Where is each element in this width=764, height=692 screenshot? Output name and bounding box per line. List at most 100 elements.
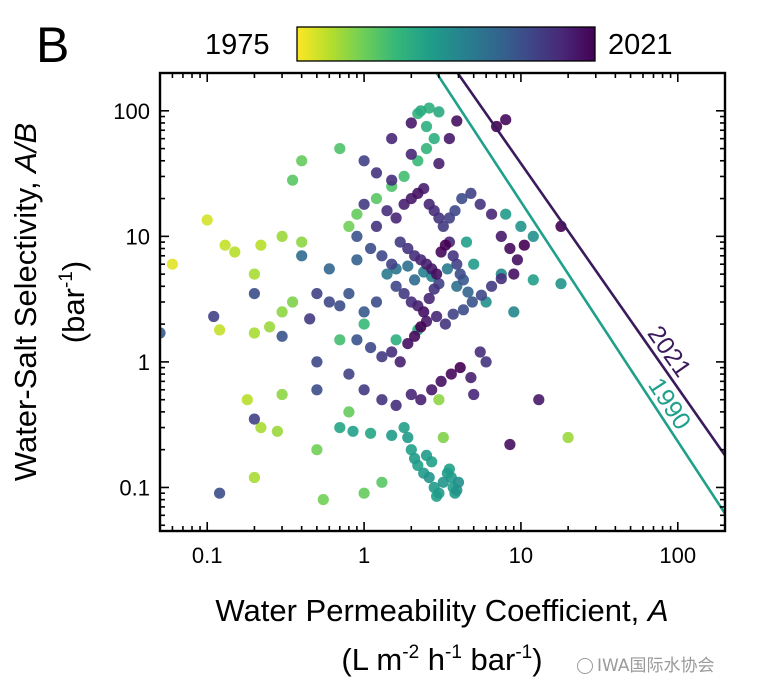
data-point: [358, 487, 370, 499]
x-tick-label: 100: [659, 543, 696, 568]
data-point: [451, 258, 463, 270]
data-point: [405, 444, 417, 456]
data-point: [358, 384, 370, 396]
data-point: [423, 292, 435, 305]
panel-label: B: [36, 17, 69, 73]
data-point: [437, 476, 449, 488]
data-point: [386, 133, 398, 145]
data-point: [296, 155, 308, 167]
data-point: [437, 220, 449, 232]
data-point: [201, 214, 213, 226]
data-point: [423, 198, 435, 210]
data-point: [412, 187, 424, 199]
data-point: [426, 384, 438, 396]
y-axis-label: Water-Salt Selectivity, A/B: [8, 123, 43, 481]
data-point: [433, 106, 445, 118]
data-point: [386, 429, 398, 441]
data-point: [405, 388, 417, 401]
data-point: [466, 296, 478, 308]
data-point: [276, 306, 288, 318]
data-point: [439, 318, 451, 330]
data-point: [555, 278, 567, 290]
data-point: [398, 288, 410, 300]
data-point: [370, 167, 383, 179]
data-point: [248, 268, 260, 280]
data-point: [386, 346, 398, 358]
data-point: [431, 268, 443, 280]
data-point: [454, 268, 466, 280]
data-point: [409, 452, 421, 465]
data-point: [271, 425, 283, 437]
data-point: [511, 254, 523, 266]
data-point: [276, 330, 288, 342]
data-point: [248, 288, 260, 300]
data-point: [370, 193, 383, 205]
data-point: [394, 236, 406, 248]
data-point: [351, 208, 363, 220]
data-point: [334, 143, 346, 155]
plot-frame: [158, 71, 727, 533]
data-point: [468, 258, 480, 270]
data-point: [390, 212, 402, 224]
data-point: [208, 310, 220, 323]
data-point: [486, 280, 498, 292]
data-point: [456, 193, 468, 205]
y-axis: 0.1 1 10 100: [113, 72, 725, 527]
data-point: [454, 362, 466, 374]
data-point: [287, 174, 299, 186]
x-tick-label: 0.1: [192, 543, 223, 568]
data-point: [390, 280, 402, 292]
data-point: [365, 242, 377, 255]
data-point: [317, 494, 329, 506]
data-point: [515, 220, 527, 232]
data-point: [398, 422, 410, 434]
data-point: [358, 198, 370, 210]
data-point: [428, 283, 440, 295]
data-point: [527, 230, 539, 242]
data-point: [358, 155, 370, 167]
data-point: [311, 356, 323, 368]
data-point: [296, 236, 308, 248]
watermark-text: IWA国际水协会: [597, 656, 715, 676]
data-point: [405, 117, 417, 129]
data-point: [441, 263, 453, 275]
data-point: [376, 476, 388, 488]
x-axis: 0.1 1 10 100: [159, 73, 726, 568]
data-point: [358, 306, 370, 318]
data-point: [465, 372, 477, 384]
data-point: [415, 321, 427, 333]
data-point: [405, 148, 417, 160]
data-point: [311, 288, 323, 300]
data-point: [437, 431, 449, 444]
data-point: [214, 324, 226, 336]
data-point: [447, 308, 459, 320]
data-point: [229, 246, 241, 258]
data-point: [398, 170, 410, 182]
data-point: [445, 368, 457, 380]
data-point: [468, 388, 480, 401]
colorbar-max-label: 2021: [608, 29, 673, 61]
y-axis-units: (bar-1): [56, 261, 91, 343]
upper-bound-lines: [435, 73, 725, 515]
upper-bound-2021: [456, 73, 725, 457]
data-point: [462, 286, 474, 298]
y-tick-label: 0.1: [119, 475, 150, 500]
data-point: [474, 346, 486, 358]
data-point: [160, 327, 166, 339]
data-point: [343, 288, 355, 300]
watermark: IWA国际水协会: [577, 651, 715, 676]
data-point: [394, 356, 406, 368]
data-point: [431, 310, 443, 323]
data-point: [351, 254, 363, 266]
data-point: [420, 120, 433, 133]
data-point: [423, 471, 435, 484]
data-point: [376, 250, 388, 262]
data-point: [370, 296, 383, 308]
data-point: [457, 304, 469, 316]
data-point: [264, 321, 276, 333]
data-point: [409, 330, 421, 342]
bound-label-2021: 2021: [642, 321, 697, 383]
data-point: [311, 384, 323, 396]
x-axis-label: Water Permeability Coefficient, A: [215, 593, 668, 628]
data-point: [418, 306, 430, 318]
